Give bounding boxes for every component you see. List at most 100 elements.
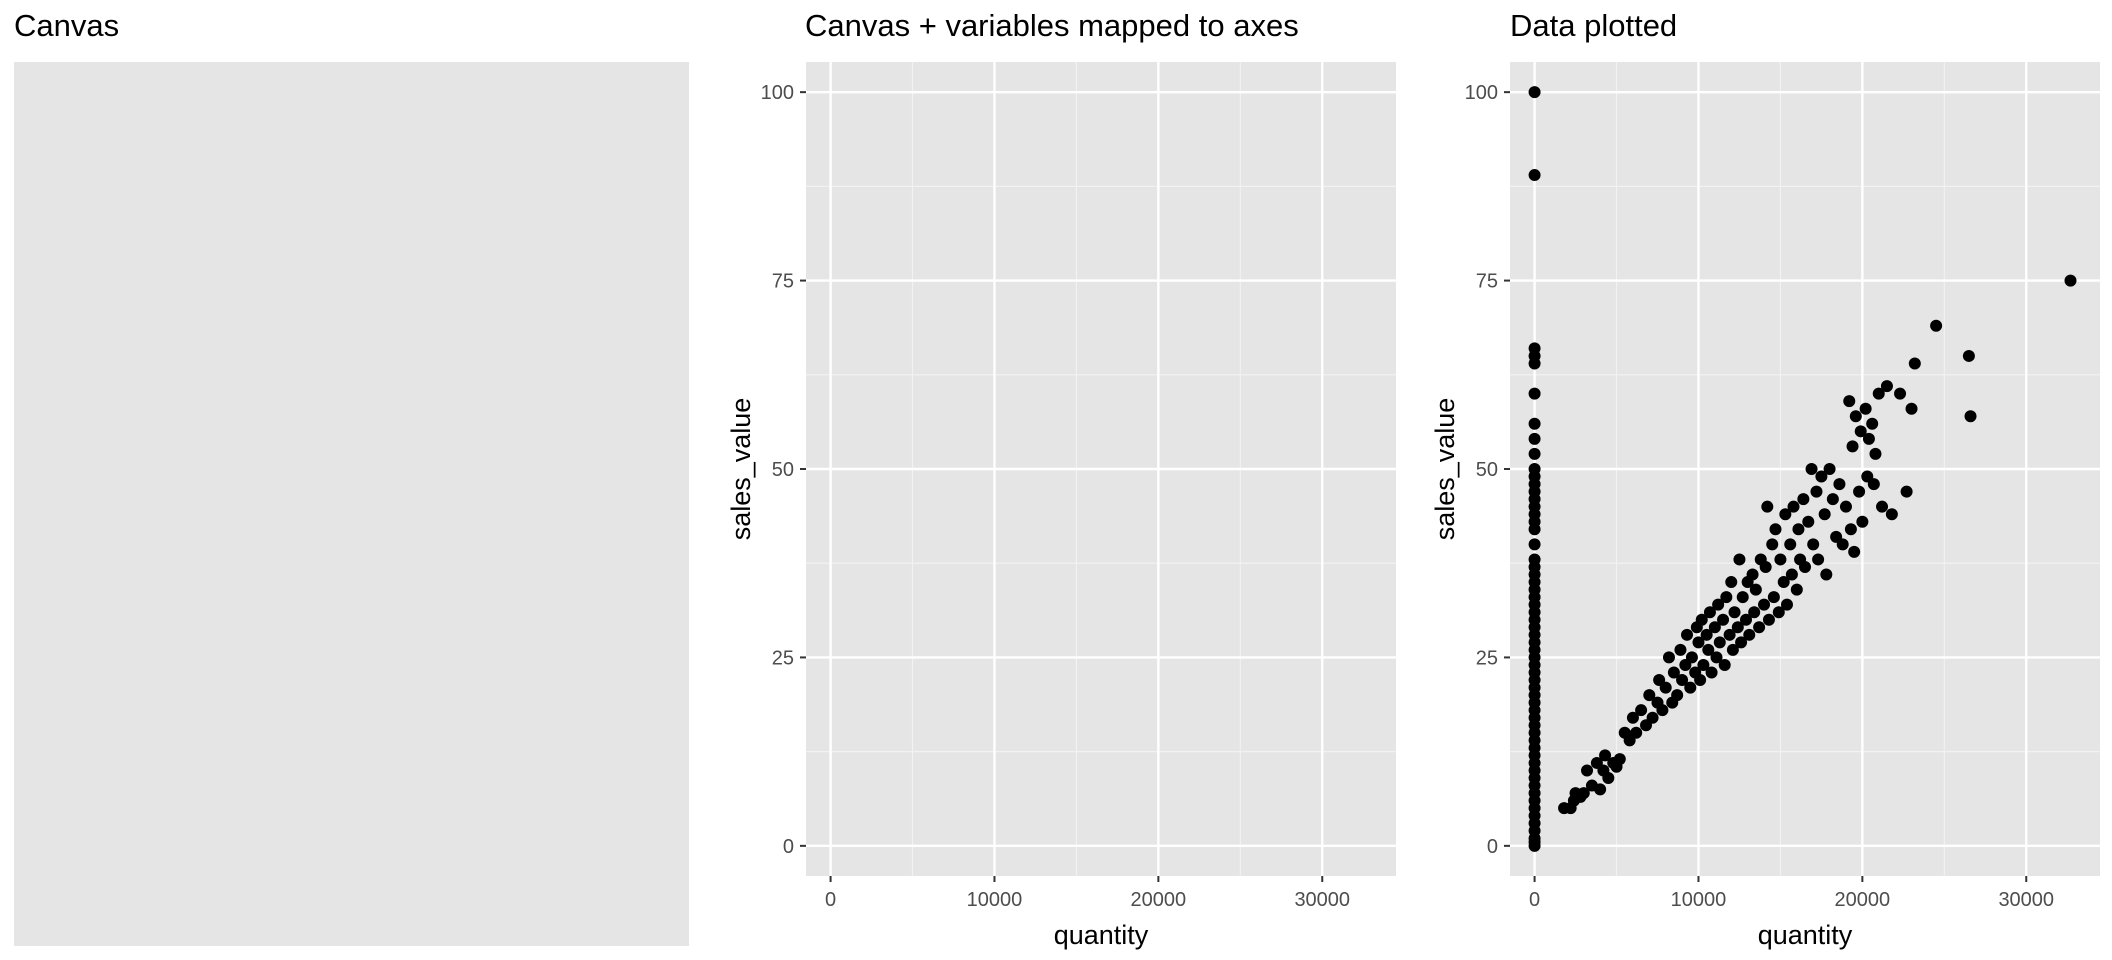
y-tick-label: 75: [772, 271, 794, 293]
data-point: [1836, 538, 1849, 551]
data-point: [1805, 463, 1818, 475]
data-point: [1880, 380, 1893, 393]
data-plotted-chart: 0 10000 20000 30000 0 25 50 75 100 quantity sales_…: [1430, 62, 2100, 950]
data-point: [1528, 447, 1541, 460]
x-axis-title: quantity: [1054, 920, 1149, 950]
data-point: [1613, 753, 1626, 766]
data-point: [1784, 538, 1797, 551]
data-point: [1674, 643, 1687, 656]
data-point: [1733, 553, 1746, 566]
data-point: [1774, 553, 1787, 566]
data-point: [1849, 410, 1862, 423]
x-tick-label: 10000: [967, 889, 1023, 911]
data-point: [1713, 636, 1726, 649]
x-tick-label: 30000: [1294, 889, 1350, 911]
data-point: [1867, 478, 1880, 491]
data-point: [1779, 508, 1792, 521]
data-point: [1810, 485, 1823, 498]
data-point: [1859, 402, 1872, 415]
data-point: [1815, 470, 1828, 483]
data-point: [1908, 357, 1921, 370]
data-point: [1599, 749, 1612, 762]
data-point: [1528, 538, 1541, 551]
data-point: [2064, 274, 2077, 287]
data-point: [1581, 764, 1594, 777]
data-point: [1528, 432, 1541, 445]
axes-only-chart: 0 10000 20000 30000 0 25 50 75 100 quantity sales_…: [726, 62, 1396, 950]
x-tick-label: 30000: [1998, 889, 2054, 911]
data-point: [1659, 681, 1672, 694]
data-point: [1823, 463, 1836, 475]
data-panel-title: Data plotted: [1510, 8, 1678, 43]
data-point: [1872, 387, 1885, 400]
y-tick-label: 50: [772, 459, 794, 481]
y-tick-label: 100: [1465, 82, 1498, 104]
data-point: [1718, 658, 1731, 671]
data-point: [1802, 515, 1815, 528]
data-point: [1894, 387, 1907, 400]
data-point: [1853, 485, 1866, 498]
data-point: [1667, 666, 1680, 679]
data-point: [1723, 628, 1736, 641]
y-tick-label: 100: [761, 82, 794, 104]
data-point: [1671, 689, 1684, 702]
data-point: [1643, 689, 1656, 702]
canvas-panel-title: Canvas: [14, 8, 120, 43]
data-point: [1761, 500, 1774, 513]
data-point: [1905, 402, 1918, 415]
data-point: [1697, 658, 1710, 671]
data-point: [1662, 651, 1675, 664]
data-point: [1731, 621, 1744, 634]
data-point: [1780, 598, 1793, 611]
y-tick-label: 0: [1487, 836, 1498, 858]
data-point: [1854, 425, 1867, 438]
data-point: [1930, 319, 1943, 332]
data-point: [1876, 500, 1889, 513]
data-point: [1767, 591, 1780, 604]
data-point: [1762, 613, 1775, 626]
y-tick-label: 25: [1476, 647, 1498, 669]
data-point: [1710, 651, 1723, 664]
data-point: [1818, 508, 1831, 521]
data-point: [1769, 523, 1782, 536]
data-point: [1684, 681, 1697, 694]
data-point: [1703, 606, 1716, 619]
y-tick-label: 75: [1476, 271, 1498, 293]
data-point: [1728, 606, 1741, 619]
data-point: [1759, 560, 1772, 573]
data-point: [1777, 576, 1790, 589]
data-point: [1656, 704, 1669, 717]
data-point: [1749, 583, 1762, 596]
data-point: [1866, 417, 1879, 430]
x-tick-label: 20000: [1131, 889, 1187, 911]
data-point: [1790, 583, 1803, 596]
y-tick-label: 50: [1476, 459, 1498, 481]
data-point: [1602, 772, 1615, 785]
data-point: [1856, 515, 1869, 528]
data-point: [1833, 478, 1846, 491]
data-point: [1594, 783, 1607, 796]
data-point: [1528, 86, 1541, 99]
data-point: [1812, 553, 1825, 566]
data-point: [1766, 538, 1779, 551]
data-point: [1785, 568, 1798, 581]
y-axis-title: sales_value: [1430, 398, 1460, 541]
data-point: [1708, 621, 1721, 634]
data-point: [1626, 711, 1639, 724]
data-point: [1843, 395, 1856, 408]
data-point: [1695, 613, 1708, 626]
x-tick-label: 20000: [1835, 889, 1891, 911]
data-point: [1635, 704, 1648, 717]
data-point: [1528, 357, 1541, 370]
data-point: [1725, 576, 1738, 589]
data-point: [1702, 643, 1715, 656]
data-point: [1848, 545, 1861, 558]
data-point: [1758, 598, 1771, 611]
data-point: [1577, 787, 1590, 800]
data-point: [1681, 628, 1693, 641]
data-point: [1736, 591, 1749, 604]
data-point: [1826, 493, 1839, 506]
data-point: [1799, 560, 1811, 573]
y-axis-title: sales_value: [726, 398, 756, 541]
x-tick-label: 0: [1529, 889, 1540, 911]
